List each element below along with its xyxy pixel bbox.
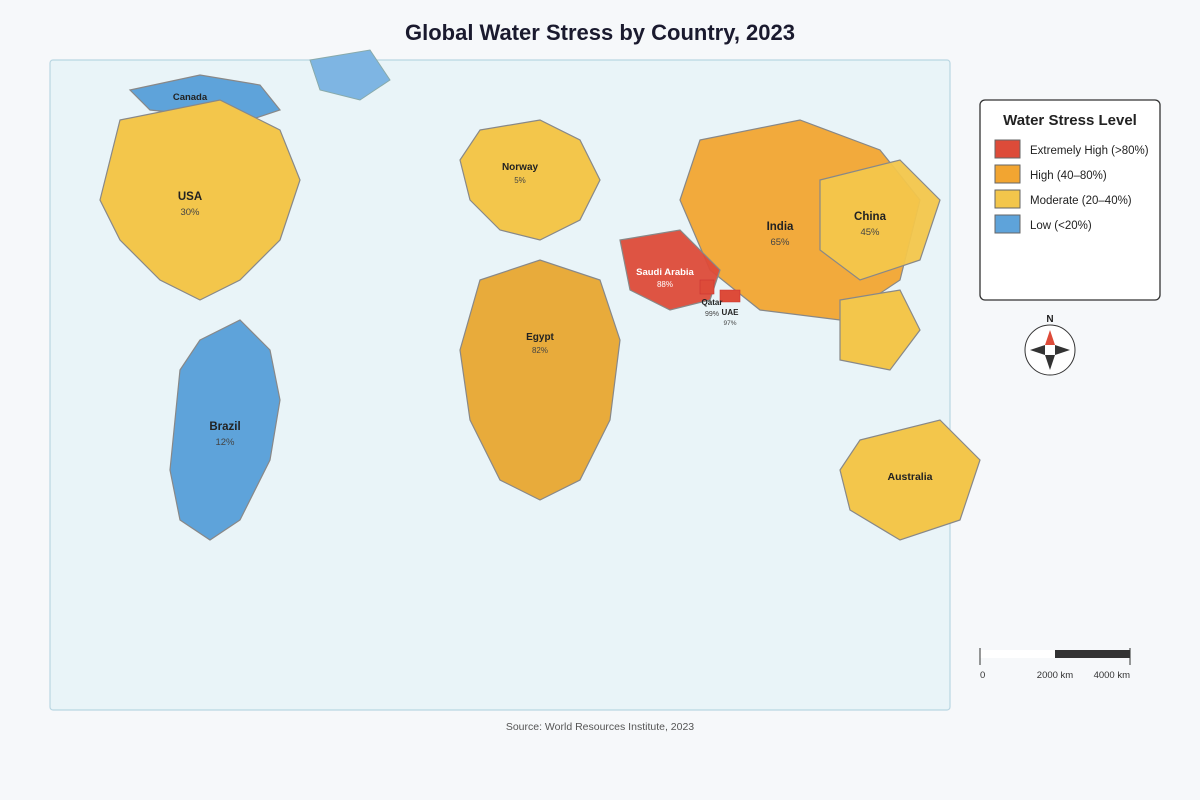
scale-label-2000: 2000 km: [1037, 670, 1074, 681]
label-australia: Australia: [888, 471, 933, 483]
compass-north-label: N: [1046, 314, 1053, 325]
legend-swatch-extremely-high: [994, 139, 1021, 159]
country-australia[interactable]: [839, 419, 981, 541]
label-brazil: Brazil: [209, 421, 240, 433]
label-egypt: Egypt: [526, 332, 554, 343]
legend-title: Water Stress Level: [1003, 112, 1137, 129]
country-norway[interactable]: [459, 119, 601, 241]
scale-label-0: 0: [980, 670, 985, 681]
label-india: India: [767, 221, 794, 233]
value-egypt: 82%: [532, 346, 548, 355]
country-china[interactable]: [819, 159, 941, 281]
label-saudi-arabia: Saudi Arabia: [636, 267, 694, 278]
value-brazil: 12%: [215, 437, 235, 448]
map-title: Global Water Stress by Country, 2023: [405, 20, 795, 45]
label-usa: USA: [178, 191, 202, 203]
country-shape-unlabeled-southeast[interactable]: [839, 289, 921, 371]
scale-bar: 0 2000 km 4000 km: [979, 648, 1131, 681]
legend-box: [979, 99, 1161, 301]
scale-label-4000: 4000 km: [1094, 670, 1131, 681]
country-canada[interactable]: [128, 74, 282, 121]
compass-circle: [1024, 324, 1076, 376]
legend-label-high: High (40–80%): [1030, 170, 1107, 182]
label-china: China: [854, 211, 887, 223]
compass-rose: N: [1024, 314, 1076, 376]
value-china: 45%: [860, 227, 880, 238]
country-saudi-arabia[interactable]: [619, 229, 721, 311]
country-uae[interactable]: [719, 289, 741, 303]
label-canada: Canada: [173, 92, 208, 103]
label-uae: UAE: [722, 308, 740, 317]
compass-east-arrow-icon: [1055, 345, 1070, 355]
source-note: Source: World Resources Institute, 2023: [506, 721, 694, 733]
label-qatar: Qatar: [702, 298, 723, 307]
compass-west-arrow-icon: [1030, 345, 1045, 355]
value-qatar: 99%: [705, 311, 719, 318]
country-brazil[interactable]: [169, 319, 281, 541]
country-shape-unlabeled-north[interactable]: [309, 49, 391, 101]
label-norway: Norway: [502, 162, 539, 173]
legend: Water Stress Level Extremely High (>80%)…: [979, 99, 1161, 301]
compass-south-arrow-icon: [1045, 355, 1055, 370]
scale-bar-segment-1: [980, 650, 1055, 658]
scale-bar-segment-2: [1055, 650, 1130, 658]
country-qatar[interactable]: [699, 279, 715, 295]
value-norway: 5%: [514, 176, 526, 185]
value-india: 65%: [770, 237, 790, 248]
legend-label-moderate: Moderate (20–40%): [1030, 195, 1132, 207]
value-saudi-arabia: 88%: [657, 280, 673, 289]
value-uae: 97%: [723, 320, 736, 327]
legend-label-extremely-high: Extremely High (>80%): [1030, 145, 1149, 157]
legend-swatch-high: [994, 164, 1021, 184]
legend-swatch-low: [994, 214, 1021, 234]
legend-swatch-moderate: [994, 189, 1021, 209]
legend-label-low: Low (<20%): [1030, 220, 1092, 232]
country-egypt[interactable]: [459, 259, 621, 501]
country-usa[interactable]: [99, 99, 301, 301]
compass-north-arrow-icon: [1045, 330, 1055, 345]
value-usa: 30%: [180, 207, 200, 218]
